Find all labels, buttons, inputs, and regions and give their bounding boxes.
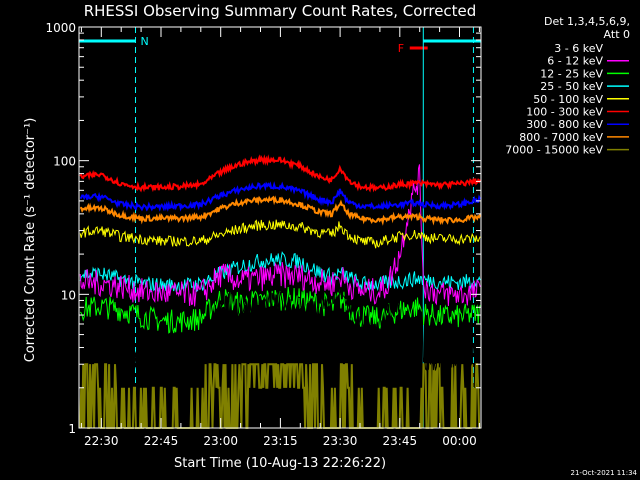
x-tick-label-4: 23:30 (323, 434, 358, 448)
legend-label-9: 7000 - 15000 keV (505, 144, 603, 157)
legend-label-4: 25 - 50 keV (540, 80, 603, 93)
x-tick-label-1: 22:45 (144, 434, 179, 448)
series-line-6 (79, 154, 482, 193)
y-tick-label-0: 1 (68, 422, 76, 436)
legend-label-5: 50 - 100 keV (533, 93, 603, 106)
legend-label-8: 800 - 7000 keV (519, 131, 603, 144)
x-tick-label-0: 22:30 (84, 434, 119, 448)
y-tick-label-2: 100 (53, 155, 76, 169)
series-line-3 (79, 287, 481, 334)
legend-label-3: 12 - 25 keV (540, 67, 603, 80)
x-tick-label-5: 23:45 (383, 434, 418, 448)
chart-title: RHESSI Observing Summary Count Rates, Co… (84, 2, 477, 20)
legend-label-1: 3 - 6 keV (554, 42, 603, 55)
legend-label-2: 6 - 12 keV (547, 55, 603, 68)
flare-label: F (398, 42, 404, 55)
night-label: N (141, 35, 149, 48)
series-line-8 (80, 195, 482, 226)
legend-label-7: 300 - 800 keV (526, 118, 603, 131)
legend-label-6: 100 - 300 keV (526, 106, 603, 119)
night-layer: NF (79, 27, 481, 428)
x-tick-label-3: 23:15 (263, 434, 298, 448)
y-axis-label: Corrected Count Rate (s⁻¹ detector⁻¹) (23, 118, 38, 363)
x-axis-label: Start Time (10-Aug-13 22:26:22) (174, 456, 386, 471)
series-line-7 (80, 181, 482, 212)
axis-layer: 1 10 100 1000 22:30 22:45 23:00 23:15 23:30 23:45… (45, 21, 482, 448)
footer-timestamp: 21-Oct-2021 11:34 (571, 469, 638, 477)
x-tick-label-6: 00:00 (442, 434, 477, 448)
legend-header-line-1: Det 1,3,4,5,6,9, (544, 15, 630, 28)
y-tick-label-3: 1000 (45, 21, 76, 35)
series-line-5 (79, 219, 481, 249)
legend-header-line-2: Att 0 (604, 28, 630, 41)
series-line-1 (79, 195, 481, 373)
y-tick-label-1: 10 (61, 288, 76, 302)
x-tick-label-2: 23:00 (203, 434, 238, 448)
